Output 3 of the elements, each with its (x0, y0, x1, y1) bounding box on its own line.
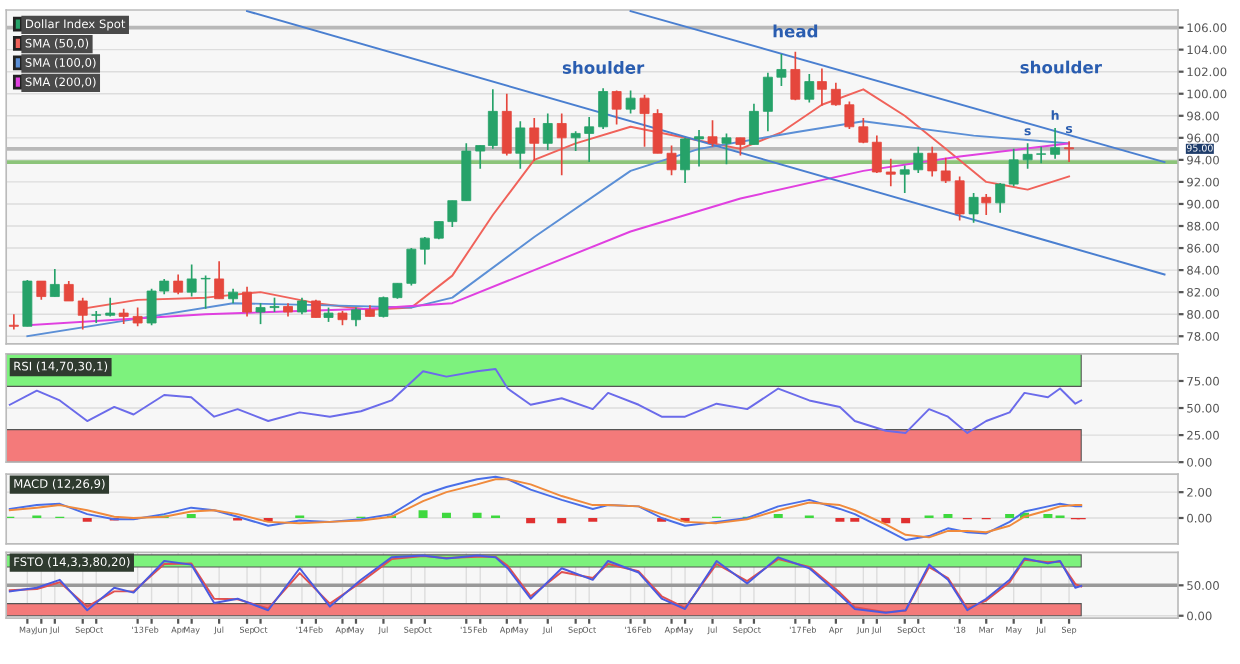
annotation: shoulder (1020, 60, 1102, 74)
annotation: head (773, 24, 818, 38)
annotation: shoulder (562, 60, 645, 74)
